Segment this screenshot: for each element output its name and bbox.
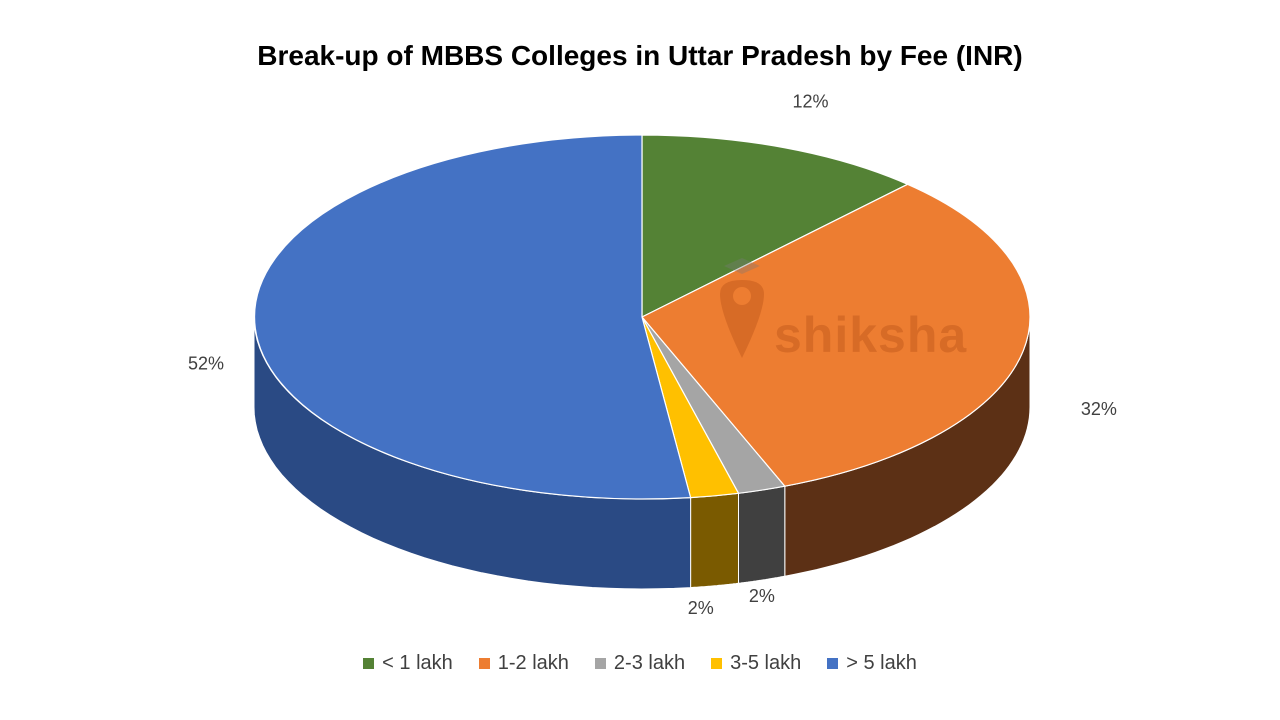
legend-label-1: 1-2 lakh — [497, 652, 569, 674]
legend-item-4: > 5 lakh — [827, 652, 917, 675]
pie-side-2 — [738, 485, 786, 584]
legend-swatch-2 — [594, 658, 606, 669]
pie-slice-1 — [641, 183, 1031, 487]
legend-label-3: 3-5 lakh — [730, 652, 802, 674]
legend-item-2: 2-3 lakh — [594, 652, 686, 675]
data-label-2: 2% — [749, 586, 775, 606]
legend-item-3: 3-5 lakh — [711, 652, 801, 675]
pie-tops — [254, 134, 1031, 500]
pie-slice-4 — [254, 134, 692, 500]
legend-swatch-0 — [363, 658, 375, 669]
pie-side-3 — [690, 492, 739, 589]
data-label-1: 32% — [1081, 399, 1117, 419]
legend-swatch-1 — [478, 658, 490, 669]
data-label-3: 2% — [688, 598, 714, 618]
pie-sides — [253, 316, 1031, 590]
legend-label-0: < 1 lakh — [382, 652, 453, 674]
data-label-4: 52% — [188, 354, 224, 374]
data-label-0: 12% — [792, 91, 828, 111]
legend-swatch-3 — [711, 658, 723, 669]
legend-label-2: 2-3 lakh — [613, 652, 686, 674]
chart-title: Break-up of MBBS Colleges in Uttar Prade… — [257, 40, 1023, 71]
legend: < 1 lakh 1-2 lakh 2-3 lakh 3-5 lakh > 5 lakh — [0, 652, 1280, 675]
legend-item-0: < 1 lakh — [363, 652, 453, 675]
pie-labels: 12% 32% 2% 2% 52% — [188, 91, 1117, 618]
legend-label-4: > 5 lakh — [846, 652, 917, 674]
legend-item-1: 1-2 lakh — [478, 652, 569, 675]
legend-swatch-4 — [827, 658, 839, 669]
pie-slice-0 — [641, 134, 910, 318]
